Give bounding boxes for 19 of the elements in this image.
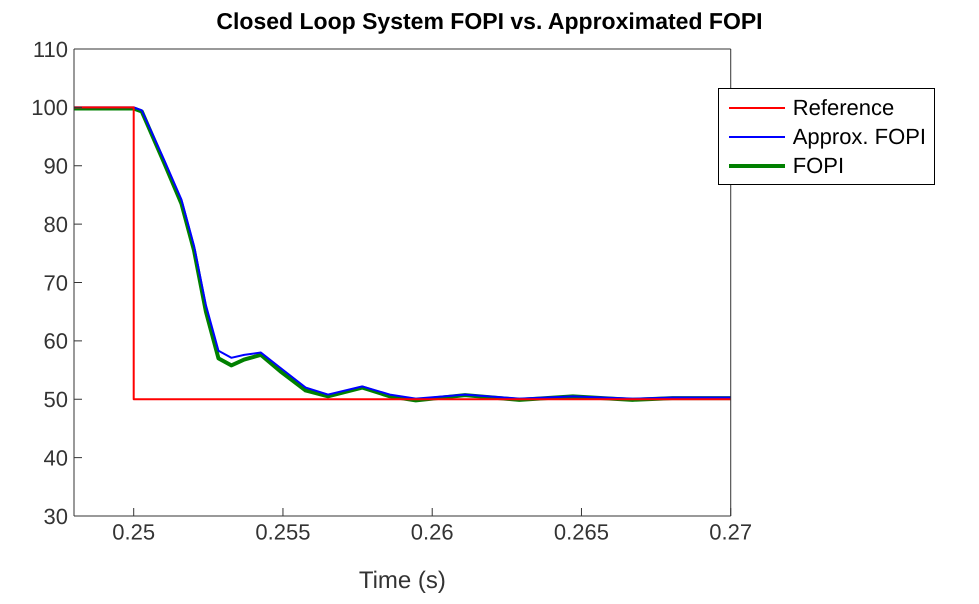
y-tick-label: 100 (31, 95, 68, 120)
y-tick-label: 50 (44, 387, 68, 412)
legend-label: Approx. FOPI (792, 123, 926, 151)
x-tick-label: 0.27 (709, 520, 752, 545)
y-tick-label: 60 (44, 328, 68, 354)
x-axis-title: Time (s) (358, 567, 446, 594)
x-tick-label: 0.25 (112, 520, 156, 545)
x-tick-label: 0.265 (554, 520, 609, 545)
y-tick-label: 90 (44, 154, 68, 179)
legend-label: Reference (792, 94, 894, 122)
x-tick-label: 0.26 (410, 520, 454, 545)
x-tick-label: 0.255 (255, 520, 310, 545)
legend-label: FOPI (792, 152, 844, 180)
y-tick-label: 110 (32, 36, 68, 62)
chart-title: Closed Loop System FOPI vs. Approximated FOPI (215, 8, 764, 36)
y-tick-label: 40 (44, 445, 68, 470)
y-tick-label: 70 (44, 270, 68, 296)
y-tick-label: 30 (44, 504, 68, 529)
y-tick-label: 80 (44, 212, 68, 237)
